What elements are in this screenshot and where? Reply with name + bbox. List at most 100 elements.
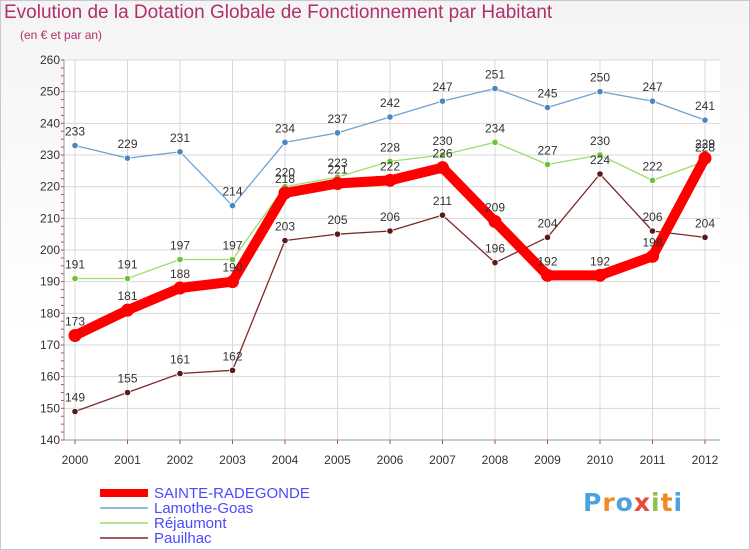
y-tick-label: 180: [40, 306, 60, 320]
y-tick-label: 190: [40, 275, 60, 289]
legend-item-label: Réjaumont: [154, 515, 227, 532]
legend-item-label: SAINTE-RADEGONDE: [154, 485, 310, 502]
data-label: 197: [170, 239, 190, 253]
data-point: [333, 129, 342, 137]
data-point: [701, 116, 709, 124]
data-label: 230: [432, 134, 452, 148]
data-label: 221: [327, 163, 347, 177]
data-label: 228: [380, 140, 400, 154]
data-label: 241: [695, 99, 715, 113]
data-label: 196: [485, 242, 505, 256]
logo-letter: i: [673, 488, 684, 517]
y-tick-label: 220: [40, 180, 60, 194]
data-label: 162: [222, 349, 242, 363]
data-point: [438, 151, 447, 159]
x-tick-label: 2010: [587, 453, 614, 467]
data-point: [436, 161, 449, 175]
y-tick-label: 170: [40, 338, 60, 352]
y-tick-label: 240: [40, 116, 60, 130]
data-label: 149: [65, 391, 85, 405]
data-point: [543, 103, 552, 112]
data-point: [541, 268, 554, 282]
y-tick-label: 160: [40, 370, 60, 384]
data-label: 234: [485, 121, 505, 135]
data-point: [123, 274, 132, 283]
data-label: 209: [485, 201, 505, 215]
data-label: 222: [380, 159, 400, 173]
data-point: [386, 157, 394, 165]
data-label: 230: [590, 134, 610, 148]
y-tick-label: 260: [40, 53, 60, 67]
chart-title: Evolution de la Dotation Globale de Fonc…: [4, 2, 553, 23]
logo-letter: x: [633, 488, 651, 517]
logo-letter: o: [615, 488, 634, 517]
data-point: [491, 138, 499, 146]
logo-letter: r: [602, 488, 616, 517]
data-label: 229: [695, 137, 715, 151]
data-point: [596, 88, 604, 96]
x-tick-label: 2002: [167, 453, 194, 467]
data-point: [648, 176, 657, 184]
chart-subtitle: (en € et par an): [20, 28, 103, 42]
data-label: 203: [275, 220, 295, 234]
data-label: 161: [170, 353, 190, 367]
data-label: 245: [537, 87, 557, 101]
data-label: 226: [432, 147, 452, 161]
data-point: [176, 148, 184, 156]
data-point: [596, 170, 604, 178]
data-point: [698, 151, 712, 165]
data-label: 205: [327, 213, 347, 227]
data-point: [226, 275, 239, 289]
data-point: [386, 227, 394, 235]
data-label: 198: [642, 235, 662, 249]
x-tick-label: 2004: [272, 453, 299, 467]
data-label: 218: [275, 172, 295, 186]
data-point: [68, 329, 82, 342]
data-label: 181: [117, 289, 137, 303]
data-point: [491, 84, 499, 93]
x-tick-label: 2007: [429, 453, 456, 467]
data-point: [123, 154, 132, 162]
logo-letter: t: [660, 488, 674, 517]
data-point: [438, 211, 447, 219]
y-tick-label: 210: [40, 211, 60, 225]
data-point: [331, 177, 344, 190]
data-label: 191: [65, 258, 85, 272]
data-label: 228: [695, 140, 715, 154]
data-point: [176, 369, 184, 378]
x-tick-label: 2000: [62, 453, 89, 467]
data-point: [543, 160, 552, 169]
data-point: [228, 255, 237, 264]
data-label: 206: [380, 210, 400, 224]
data-label: 214: [222, 185, 242, 199]
data-point: [701, 233, 709, 241]
data-point: [228, 366, 237, 374]
data-label: 173: [65, 315, 85, 329]
data-point: [488, 215, 502, 228]
data-point: [491, 259, 499, 267]
logo-letter: i: [651, 488, 661, 517]
data-label: 188: [170, 267, 190, 281]
logo-letter: P: [583, 488, 603, 517]
data-point: [593, 268, 607, 282]
data-point: [173, 281, 187, 295]
data-point: [333, 230, 342, 238]
data-label: 190: [222, 261, 242, 275]
data-point: [176, 255, 184, 264]
data-point: [543, 233, 552, 241]
y-tick-label: 200: [40, 243, 60, 257]
data-point: [281, 138, 289, 146]
x-tick-label: 2008: [482, 453, 509, 467]
data-label: 222: [642, 159, 662, 173]
y-tick-label: 140: [40, 433, 60, 447]
data-point: [386, 113, 394, 121]
data-label: 191: [117, 258, 137, 272]
data-label: 206: [642, 210, 662, 224]
data-label: 220: [275, 166, 295, 180]
y-tick-label: 230: [40, 148, 60, 162]
data-point: [123, 388, 132, 397]
data-label: 229: [117, 137, 137, 151]
legend-item-label: Lamothe-Goas: [154, 500, 253, 517]
data-label: 204: [537, 216, 557, 230]
data-label: 211: [433, 194, 452, 208]
